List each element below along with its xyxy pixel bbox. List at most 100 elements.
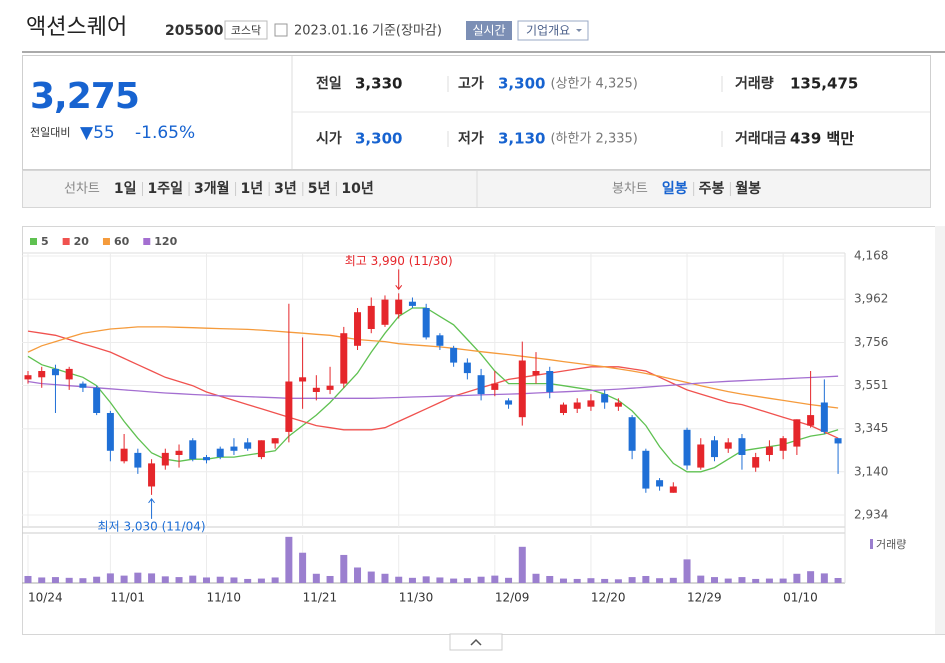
x-tick-label: 11/01	[110, 591, 145, 605]
volume-bar	[134, 572, 142, 583]
market-badge	[224, 20, 268, 40]
x-tick-label: 01/10	[783, 591, 818, 605]
volume-bar	[244, 578, 252, 583]
dropdown-arrow	[576, 29, 582, 32]
x-tick-label: 11/10	[206, 591, 241, 605]
company-info[interactable]: 기업개요	[526, 24, 570, 38]
realtime-button[interactable]	[466, 21, 512, 40]
x-tick-label: 11/30	[399, 591, 434, 605]
chart-frame	[22, 226, 945, 635]
legend-swatch	[143, 238, 151, 245]
candle-body	[669, 486, 677, 493]
legend-swatch	[30, 238, 37, 245]
volume-bar	[642, 575, 650, 583]
volume-bar	[312, 573, 320, 583]
legend-label: 120	[154, 235, 177, 248]
company-info-button[interactable]	[517, 20, 589, 41]
y-tick-label: 3,962	[854, 292, 888, 306]
candle-body	[793, 419, 801, 447]
candle-body	[765, 446, 773, 455]
volume-bar	[436, 577, 444, 583]
volume-bar	[669, 577, 677, 583]
volume-bar	[93, 576, 101, 583]
market: 코스닥	[231, 24, 261, 37]
volume-bar	[79, 578, 87, 583]
candle-body	[230, 446, 238, 451]
volume-bar	[51, 577, 59, 583]
low-annotation: 최저 3,030 (11/04)	[98, 519, 206, 533]
tab-group-label: 봉차트	[612, 182, 648, 197]
volume-bar	[491, 575, 499, 583]
x-tick-label: 10/24	[28, 591, 63, 605]
field-label: 고가	[458, 76, 484, 92]
legend-label: 20	[74, 235, 90, 248]
candle-body	[450, 347, 458, 363]
candle-body	[628, 417, 636, 451]
volume-bar	[367, 571, 375, 583]
tab[interactable]: 1일	[114, 181, 137, 197]
field-label: 저가	[458, 131, 484, 147]
volume-bar	[779, 578, 787, 583]
candle-body	[422, 308, 430, 338]
field-value: 439 백만	[790, 130, 854, 148]
volume-bar	[326, 575, 334, 583]
scrollbar[interactable]	[935, 226, 945, 634]
candle-body	[134, 452, 142, 468]
tab[interactable]: 1주일	[148, 181, 184, 197]
volume-bar	[230, 577, 238, 583]
change-pct: -1.65%	[135, 123, 195, 143]
volume-bar	[738, 577, 746, 583]
volume-bar	[463, 578, 471, 583]
candle-body	[175, 450, 183, 455]
volume-bar	[765, 578, 773, 583]
candle-body	[106, 412, 114, 451]
candle-body	[820, 402, 828, 432]
candle-body	[216, 448, 224, 458]
candle-body	[189, 440, 197, 460]
volume-bar	[354, 567, 362, 583]
y-tick-label: 3,756	[854, 335, 888, 349]
candle-body	[299, 377, 307, 382]
tab[interactable]: 일봉	[662, 181, 688, 197]
tab[interactable]: 주봉	[699, 181, 725, 197]
candle-body	[161, 452, 169, 466]
volume-bar	[614, 579, 622, 583]
volume-bar	[148, 573, 156, 583]
collapse-button[interactable]	[449, 633, 503, 651]
tab[interactable]: 3년	[274, 181, 297, 197]
candle-body	[79, 383, 87, 388]
volume-bar	[807, 571, 815, 583]
stock-code: 205500	[165, 23, 224, 39]
field-label: 전일	[316, 75, 342, 92]
field-value: 3,300	[498, 75, 545, 93]
field-value: 3,130	[498, 130, 545, 148]
candle-body	[244, 442, 252, 449]
y-tick-label: 4,168	[854, 248, 888, 262]
candle-body	[148, 463, 156, 487]
tab[interactable]: 10년	[341, 181, 373, 197]
candle-body	[395, 299, 403, 315]
candle-body	[367, 305, 375, 330]
tab[interactable]: 월봉	[735, 180, 761, 197]
volume-bar	[834, 577, 842, 583]
tab[interactable]: 3개월	[194, 180, 230, 197]
candle-body	[491, 383, 499, 390]
volume-bar	[697, 575, 705, 583]
candle-body	[202, 457, 210, 461]
volume-bar	[381, 573, 389, 583]
tab[interactable]: 1년	[241, 181, 264, 197]
candle-body	[312, 387, 320, 392]
x-tick-label: 12/20	[591, 591, 626, 605]
collapse-icon	[470, 638, 482, 646]
realtime[interactable]: 실시간	[472, 24, 505, 38]
volume-bar	[216, 576, 224, 583]
field-extra: (상한가 4,325)	[550, 77, 637, 92]
tab[interactable]: 5년	[308, 181, 331, 197]
high-annotation: 최고 3,990 (11/30)	[345, 254, 453, 268]
y-tick-label: 3,140	[854, 464, 888, 478]
candle-body	[711, 440, 718, 458]
candle-body	[559, 404, 567, 413]
basis: 기준(장마감)	[372, 24, 442, 39]
volume-bar	[24, 575, 32, 583]
field-value: 135,475	[790, 75, 858, 93]
